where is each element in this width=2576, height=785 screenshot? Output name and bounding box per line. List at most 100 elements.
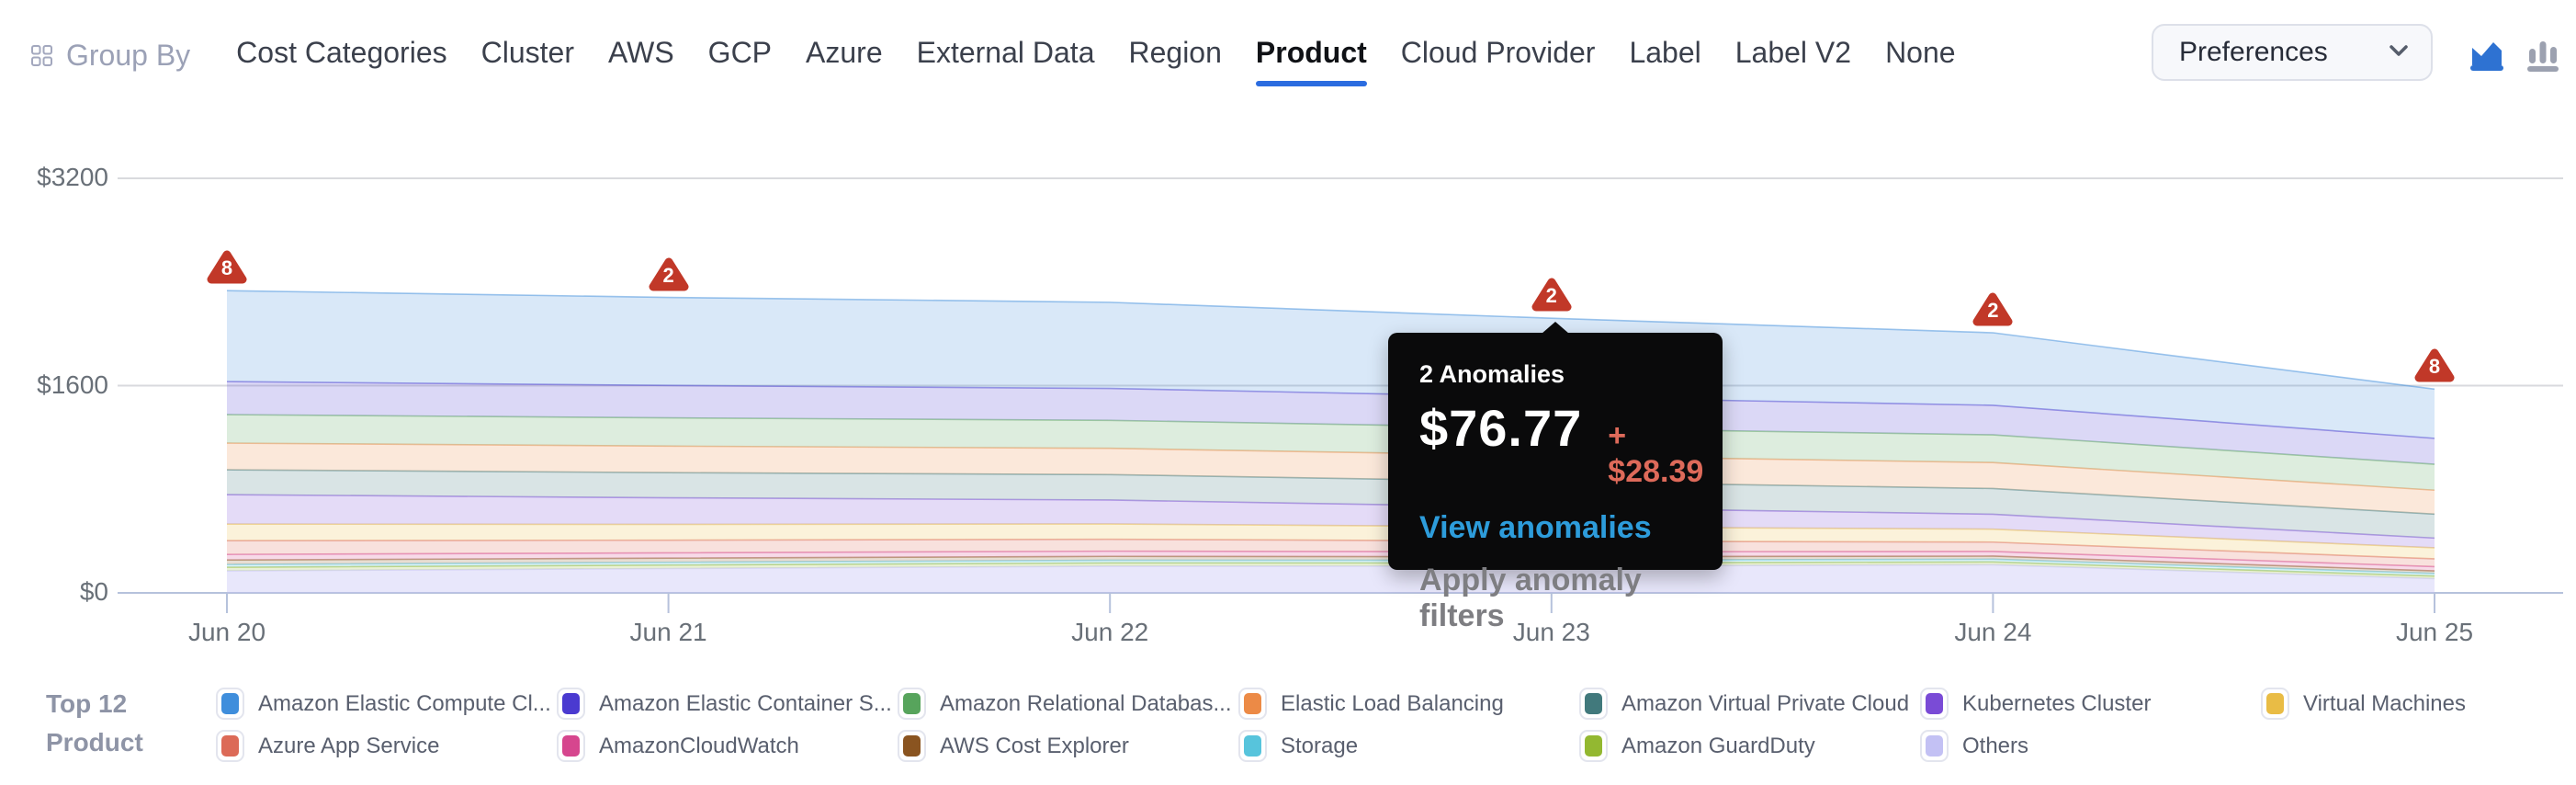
x-axis-label: Jun 22 bbox=[1071, 618, 1149, 646]
legend-item-azure-app-service[interactable]: Azure App Service bbox=[216, 730, 439, 762]
tooltip-delta: + $28.39 bbox=[1608, 418, 1704, 489]
legend-item-amazoncloudwatch[interactable]: AmazonCloudWatch bbox=[557, 730, 799, 762]
legend-item-amazon-guardduty[interactable]: Amazon GuardDuty bbox=[1579, 730, 1815, 762]
tab-product[interactable]: Product bbox=[1255, 32, 1367, 86]
anomaly-marker-jun-25[interactable]: 8 bbox=[2413, 347, 2456, 383]
y-axis-label: $3200 bbox=[37, 163, 108, 191]
anomaly-marker-jun-21[interactable]: 2 bbox=[648, 256, 690, 292]
legend-swatch bbox=[557, 688, 585, 720]
area-series-amazoncloudwatch bbox=[227, 551, 2435, 572]
legend-label: Amazon GuardDuty bbox=[1621, 733, 1815, 758]
tab-region[interactable]: Region bbox=[1128, 35, 1222, 69]
tab-cost-categories[interactable]: Cost Categories bbox=[236, 35, 447, 69]
tab-azure[interactable]: Azure bbox=[806, 35, 883, 69]
anomaly-marker-jun-24[interactable]: 2 bbox=[1972, 290, 2014, 327]
legend-swatch bbox=[1238, 730, 1267, 762]
legend-swatch bbox=[1920, 688, 1949, 720]
anomaly-tooltip: 2 Anomalies $76.77 + $28.39 View anomali… bbox=[1388, 322, 1723, 633]
legend-label: Amazon Elastic Compute Cl... bbox=[258, 690, 551, 716]
tooltip-amount: $76.77 bbox=[1419, 399, 1583, 457]
y-axis-label: $1600 bbox=[37, 370, 108, 399]
anomaly-count: 8 bbox=[2428, 355, 2441, 379]
legend-label: Virtual Machines bbox=[2303, 690, 2466, 716]
chart-type-toggle bbox=[2468, 37, 2561, 78]
legend-item-amazon-virtual-private-cloud[interactable]: Amazon Virtual Private Cloud bbox=[1579, 688, 1909, 720]
legend-item-others[interactable]: Others bbox=[1920, 730, 2028, 762]
x-axis-label: Jun 25 bbox=[2395, 618, 2474, 646]
group-by-label: Group By bbox=[66, 38, 191, 72]
tabs: Cost Categories Cluster AWS GCP Azure Externa… bbox=[236, 32, 1956, 86]
warning-triangle-icon bbox=[649, 257, 689, 291]
legend-item-elastic-load-balancing[interactable]: Elastic Load Balancing bbox=[1238, 688, 1504, 720]
legend-label: Amazon Relational Databas... bbox=[940, 690, 1232, 716]
x-axis-label: Jun 21 bbox=[629, 618, 707, 646]
legend-label: AmazonCloudWatch bbox=[599, 733, 799, 758]
legend-item-aws-cost-explorer[interactable]: AWS Cost Explorer bbox=[898, 730, 1129, 762]
area-series-azure-app-service bbox=[227, 539, 2435, 567]
anomaly-count: 2 bbox=[662, 263, 674, 287]
legend-swatch bbox=[216, 688, 244, 720]
tab-external-data[interactable]: External Data bbox=[916, 35, 1095, 69]
legend-swatch bbox=[216, 730, 244, 762]
preferences-label: Preferences bbox=[2179, 37, 2328, 67]
tab-gcp[interactable]: GCP bbox=[707, 35, 773, 69]
area-series-storage bbox=[227, 559, 2435, 576]
area-series-virtual-machines bbox=[227, 524, 2435, 559]
tab-label[interactable]: Label bbox=[1629, 35, 1701, 69]
tab-none[interactable]: None bbox=[1885, 35, 1956, 69]
legend-item-amazon-elastic-compute-cl[interactable]: Amazon Elastic Compute Cl... bbox=[216, 688, 551, 720]
anomaly-marker-jun-23[interactable]: 2 bbox=[1531, 276, 1573, 313]
view-anomalies-link[interactable]: View anomalies bbox=[1419, 510, 1652, 545]
tab-label-v2[interactable]: Label V2 bbox=[1734, 35, 1852, 69]
chevron-down-icon bbox=[2389, 44, 2409, 62]
legend-swatch bbox=[898, 730, 926, 762]
legend-swatch bbox=[2261, 688, 2289, 720]
y-axis-label: $0 bbox=[79, 577, 108, 606]
area-chart-icon[interactable] bbox=[2468, 37, 2506, 78]
legend-swatch bbox=[898, 688, 926, 720]
group-by-grid-icon bbox=[30, 44, 53, 67]
warning-triangle-icon bbox=[1972, 292, 2013, 326]
anomaly-count: 8 bbox=[220, 256, 233, 280]
legend-item-storage[interactable]: Storage bbox=[1238, 730, 1358, 762]
legend-item-amazon-elastic-container-s[interactable]: Amazon Elastic Container S... bbox=[557, 688, 892, 720]
legend-swatch bbox=[1579, 688, 1608, 720]
legend-label: Others bbox=[1962, 733, 2029, 758]
tab-aws[interactable]: AWS bbox=[607, 35, 674, 69]
area-series-amazon-elastic-compute-cl bbox=[227, 290, 2435, 438]
legend-item-kubernetes-cluster[interactable]: Kubernetes Cluster bbox=[1920, 688, 2151, 720]
x-axis-label: Jun 24 bbox=[1954, 618, 2032, 646]
legend-item-virtual-machines[interactable]: Virtual Machines bbox=[2261, 688, 2466, 720]
legend-label: AWS Cost Explorer bbox=[940, 733, 1129, 758]
tab-cloud-provider[interactable]: Cloud Provider bbox=[1400, 35, 1596, 69]
warning-triangle-icon bbox=[1531, 278, 1572, 312]
legend-label: Azure App Service bbox=[258, 733, 440, 758]
legend-label: Kubernetes Cluster bbox=[1962, 690, 2152, 716]
anomaly-marker-jun-20[interactable]: 8 bbox=[206, 248, 248, 285]
area-series-amazon-elastic-container-s bbox=[227, 381, 2435, 465]
bar-chart-icon[interactable] bbox=[2526, 37, 2561, 78]
legend-label: Amazon Elastic Container S... bbox=[599, 690, 892, 716]
preferences-dropdown[interactable]: Preferences bbox=[2152, 24, 2433, 81]
anomaly-count: 2 bbox=[1987, 298, 1999, 322]
area-series-others bbox=[227, 564, 2435, 593]
legend-swatch bbox=[1579, 730, 1608, 762]
anomaly-count: 2 bbox=[1545, 284, 1557, 308]
group-by: Group By bbox=[30, 39, 190, 73]
tab-cluster[interactable]: Cluster bbox=[480, 35, 574, 69]
legend-swatch bbox=[1920, 730, 1949, 762]
legend-label: Amazon Virtual Private Cloud bbox=[1621, 690, 1910, 716]
warning-triangle-icon bbox=[207, 250, 247, 284]
apply-anomaly-filters-link[interactable]: Apply anomaly filters bbox=[1419, 563, 1642, 633]
tooltip-title: 2 Anomalies bbox=[1419, 360, 1565, 388]
area-series-aws-cost-explorer bbox=[227, 555, 2435, 574]
warning-triangle-icon bbox=[2414, 348, 2455, 382]
legend-label: Storage bbox=[1281, 733, 1359, 758]
legend-item-amazon-relational-databas[interactable]: Amazon Relational Databas... bbox=[898, 688, 1232, 720]
x-axis-label: Jun 20 bbox=[187, 618, 266, 646]
legend-title-line2: Product bbox=[46, 728, 143, 757]
area-series-kubernetes-cluster bbox=[227, 495, 2435, 548]
group-by-bar: Group By Cost Categories Cluster AWS GCP Azu… bbox=[30, 31, 1956, 86]
legend-label: Elastic Load Balancing bbox=[1281, 690, 1504, 716]
